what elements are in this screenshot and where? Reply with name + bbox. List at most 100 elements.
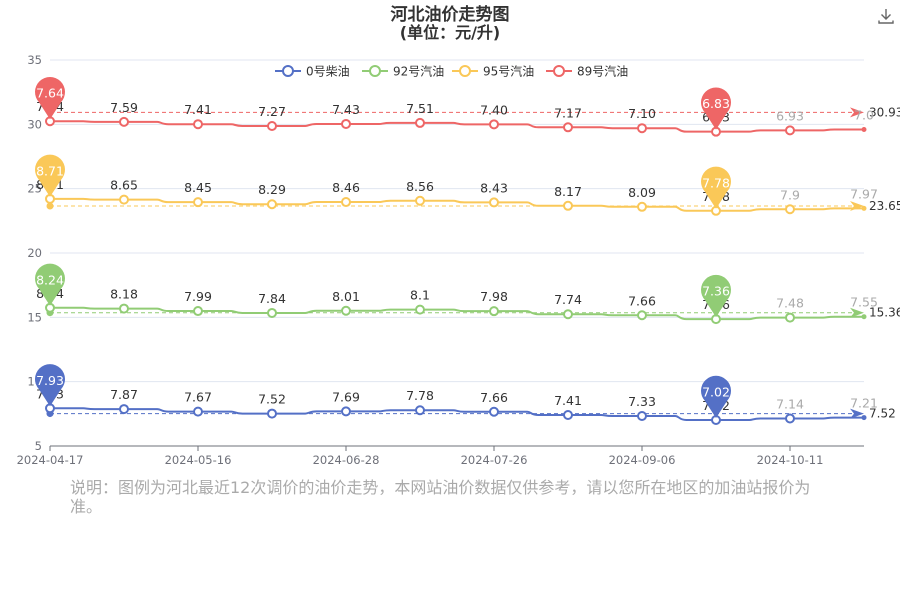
point-label: 7.10 <box>628 106 656 121</box>
data-point[interactable] <box>193 119 203 130</box>
average-label: 30.93 <box>869 105 900 119</box>
chart-title: 河北油价走势图 <box>391 4 510 25</box>
data-point[interactable] <box>489 119 499 130</box>
data-point[interactable] <box>341 118 351 129</box>
data-point[interactable] <box>415 405 425 416</box>
x-tick-label: 2024-05-16 <box>165 453 232 467</box>
data-point[interactable] <box>563 122 573 133</box>
average-arrow <box>850 107 864 118</box>
data-point[interactable] <box>267 307 277 318</box>
chart-note: 说明：图例为河北最近12次调价的油价走势，本网站油价数据仅供参考，请以您所在地区… <box>70 478 811 516</box>
data-point[interactable] <box>119 194 129 205</box>
data-point[interactable] <box>341 305 351 316</box>
point-label: 7.66 <box>480 390 508 405</box>
data-point[interactable] <box>563 200 573 211</box>
data-point[interactable] <box>267 121 277 132</box>
x-tick-label: 2024-09-06 <box>609 453 676 467</box>
point-label: 7.33 <box>628 394 656 409</box>
x-tick-label: 2024-07-26 <box>461 453 528 467</box>
data-point[interactable] <box>563 309 573 320</box>
data-point[interactable] <box>489 197 499 208</box>
value-pin: 7.78 <box>701 166 732 209</box>
average-arrow <box>850 307 864 318</box>
legend-marker <box>459 65 471 77</box>
legend-label: 89号汽油 <box>577 64 628 79</box>
pin-label: 7.93 <box>36 373 64 388</box>
data-point[interactable] <box>861 205 867 211</box>
point-label: 7.21 <box>850 396 878 411</box>
data-point[interactable] <box>861 126 867 132</box>
legend-item[interactable]: 0号柴油 <box>275 65 350 79</box>
point-label: 7.51 <box>406 101 434 116</box>
data-point[interactable] <box>119 116 129 127</box>
data-point[interactable] <box>267 199 277 210</box>
data-point[interactable] <box>267 408 277 419</box>
pin-label: 7.78 <box>702 175 730 190</box>
data-point[interactable] <box>563 409 573 420</box>
point-label: 8.09 <box>628 185 656 200</box>
download-button[interactable] <box>876 6 896 26</box>
point-label: 7.40 <box>480 102 508 117</box>
data-point[interactable] <box>341 406 351 417</box>
data-point[interactable] <box>415 304 425 315</box>
data-point[interactable] <box>637 411 647 422</box>
point-label: 7.52 <box>258 392 286 407</box>
point-label: 7.78 <box>406 388 434 403</box>
point-label: 7.87 <box>110 387 138 402</box>
chart-title-group: 河北油价走势图 (单位：元/升) <box>391 4 510 42</box>
pin-shape <box>35 154 65 197</box>
chart-subtitle: (单位：元/升) <box>400 23 500 42</box>
point-label: 7.27 <box>258 104 286 119</box>
pin-shape <box>701 274 732 318</box>
point-label: 7.14 <box>776 396 804 411</box>
x-tick-label: 2024-04-17 <box>17 453 84 467</box>
point-label: 7.43 <box>332 102 360 117</box>
point-label: 8.1 <box>410 288 430 303</box>
legend-item[interactable]: 95号汽油 <box>452 64 534 79</box>
data-point[interactable] <box>785 125 795 136</box>
grid-lines <box>50 59 864 447</box>
data-point[interactable] <box>193 197 203 208</box>
data-point[interactable] <box>415 117 425 128</box>
data-point[interactable] <box>193 406 203 417</box>
pin-shape <box>701 166 732 209</box>
data-point[interactable] <box>785 413 795 424</box>
value-pin: 7.93 <box>35 364 65 407</box>
data-point[interactable] <box>193 306 203 317</box>
legend-item[interactable]: 92号汽油 <box>362 64 444 79</box>
average-start-dot <box>46 202 54 210</box>
average-label: 23.65 <box>869 199 900 213</box>
pin-label: 7.02 <box>702 385 730 400</box>
data-point[interactable] <box>861 314 867 320</box>
data-point[interactable] <box>489 306 499 317</box>
data-point[interactable] <box>119 303 129 314</box>
value-pin: 7.64 <box>35 77 65 120</box>
data-point[interactable] <box>415 195 425 206</box>
series-line <box>50 120 864 133</box>
data-point[interactable] <box>637 201 647 212</box>
y-tick-label: 25 <box>27 182 42 196</box>
data-point[interactable] <box>341 197 351 208</box>
legend-item[interactable]: 89号汽油 <box>546 64 628 79</box>
pin-label: 7.64 <box>36 86 64 101</box>
data-point[interactable] <box>489 406 499 417</box>
legend-label: 92号汽油 <box>393 64 444 79</box>
point-label: 8.45 <box>184 180 212 195</box>
data-point[interactable] <box>119 404 129 415</box>
y-tick-label: 30 <box>27 117 42 131</box>
point-label: 8.46 <box>332 180 360 195</box>
average-lines: 7.52 15.36 23.65 30.93 <box>46 105 900 421</box>
series-lines <box>45 116 867 426</box>
data-point[interactable] <box>637 123 647 134</box>
y-tick-label: 20 <box>27 246 42 260</box>
data-point[interactable] <box>637 310 647 321</box>
point-label: 7.9 <box>780 187 800 202</box>
legend-label: 0号柴油 <box>306 65 350 79</box>
data-point[interactable] <box>785 204 795 215</box>
data-point[interactable] <box>861 415 867 421</box>
data-point[interactable] <box>785 312 795 323</box>
point-label: 7.17 <box>554 105 582 120</box>
series-line <box>50 407 864 422</box>
legend-marker <box>369 65 381 77</box>
